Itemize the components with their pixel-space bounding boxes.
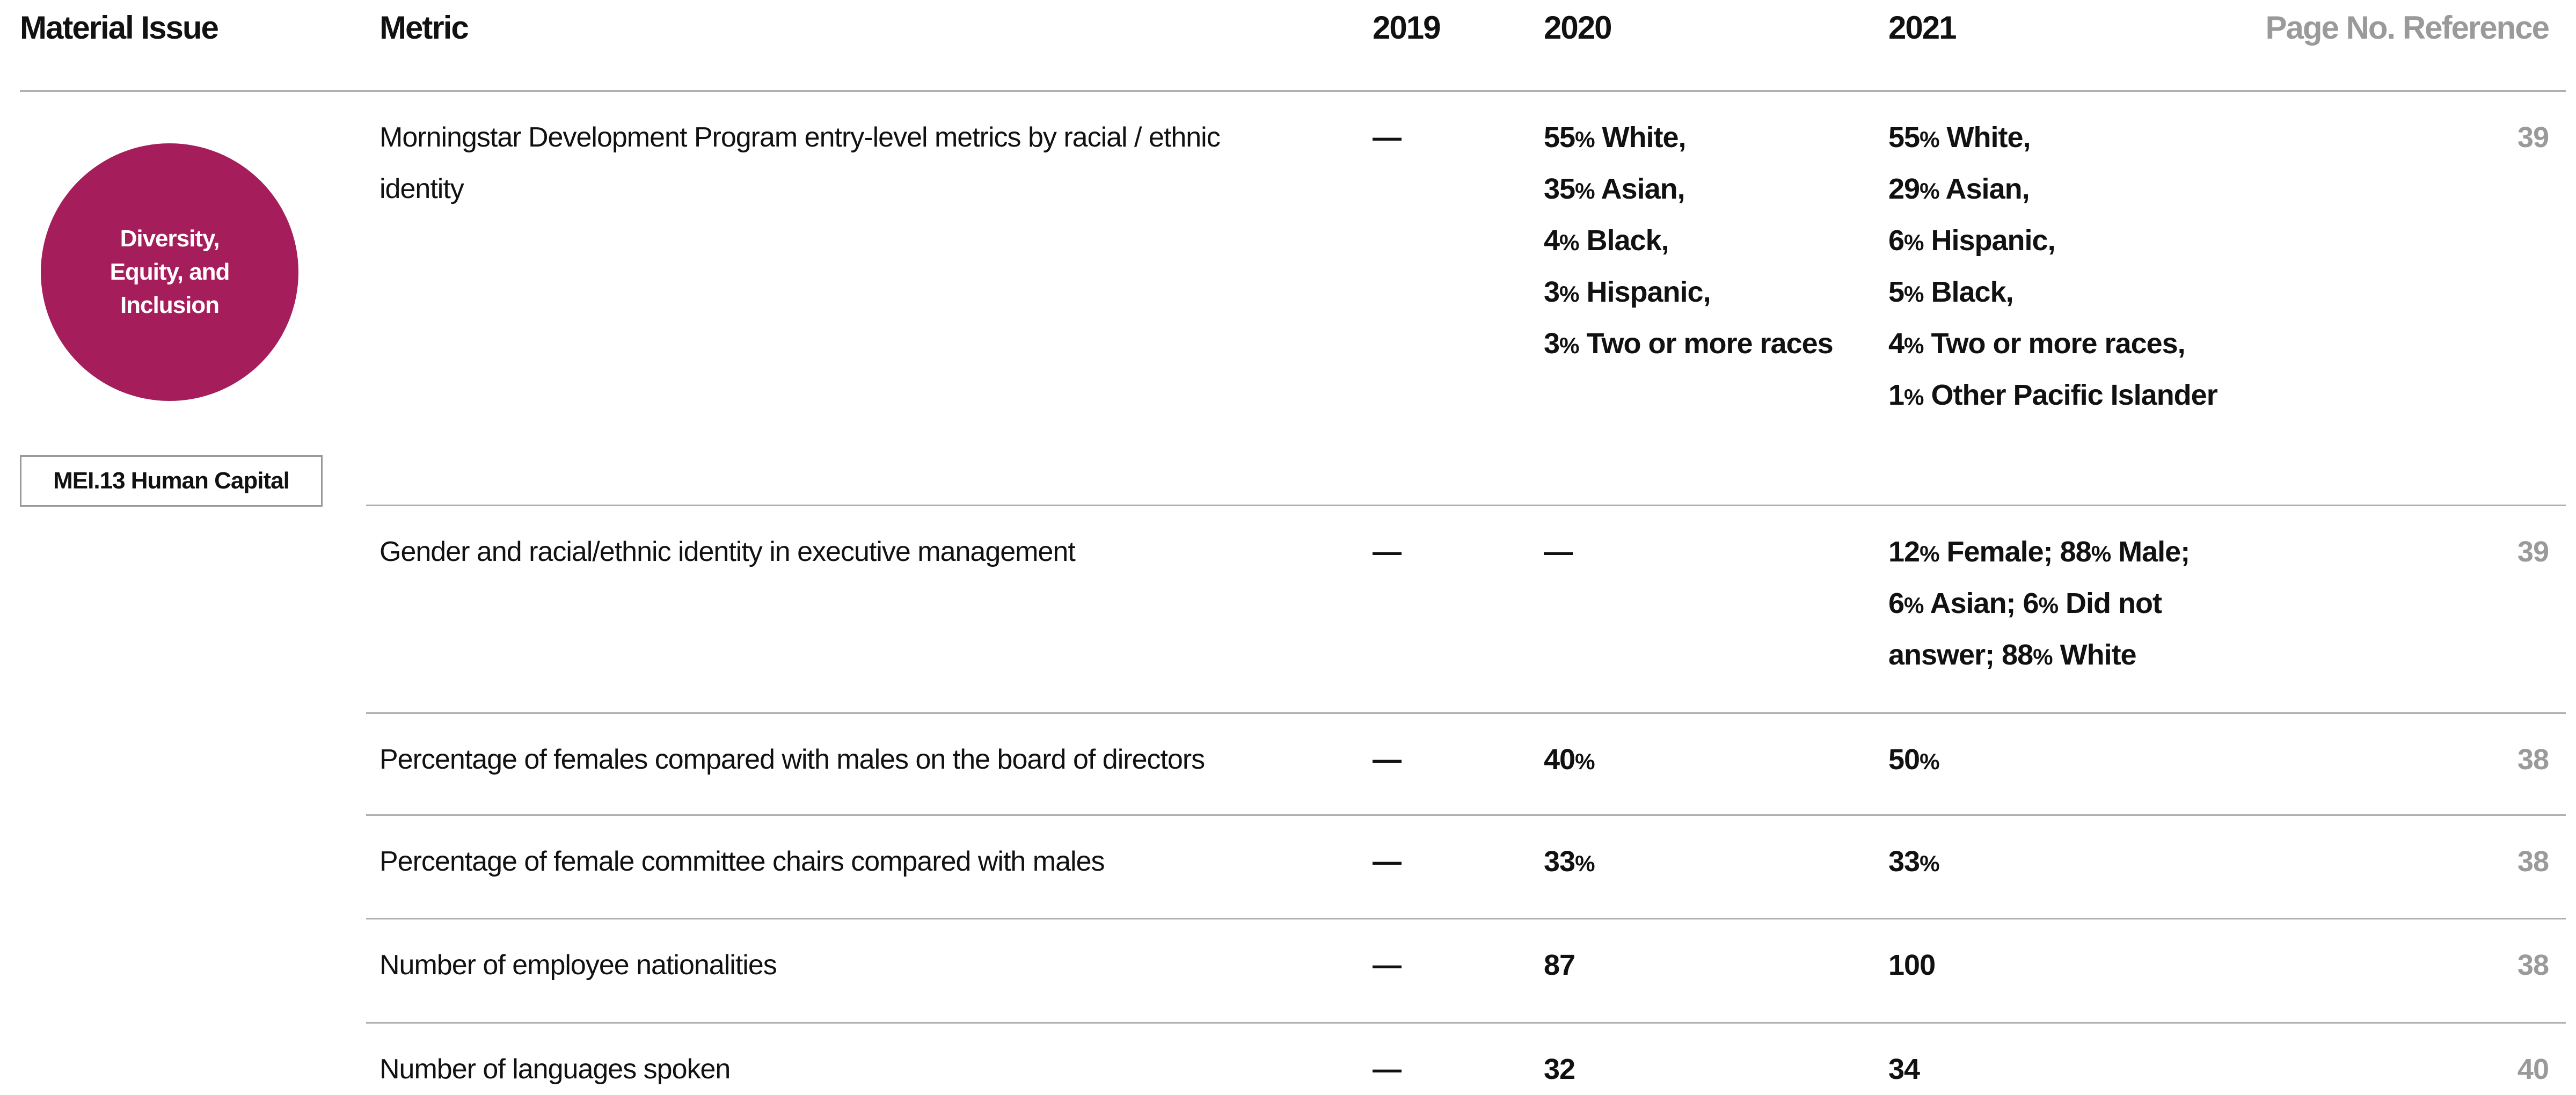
value: —: [1373, 1053, 1402, 1085]
value: —: [1373, 845, 1402, 878]
value: 29% Asian,: [1888, 173, 2030, 205]
value: —: [1544, 536, 1573, 568]
page-ref: 39: [2517, 121, 2549, 154]
value: 33%: [1888, 845, 1940, 878]
value: 6% Hispanic,: [1888, 224, 2056, 257]
value: —: [1373, 743, 1402, 776]
value: 55% White,: [1888, 121, 2031, 154]
value: 32: [1544, 1053, 1575, 1085]
metric: Morningstar Development Program entry-le…: [380, 122, 1221, 205]
value: 55% White,: [1544, 121, 1687, 154]
value: 3% Two or more races: [1544, 327, 1834, 360]
page-ref: 40: [2517, 1053, 2549, 1085]
row-rule: [366, 712, 2566, 714]
metric: Gender and racial/ethnic identity in exe…: [380, 536, 1076, 567]
header-page: Page No. Reference: [2265, 10, 2550, 46]
metric: Percentage of females compared with male…: [380, 744, 1205, 775]
page-ref: 38: [2517, 743, 2549, 776]
row-rule: [366, 918, 2566, 919]
value: 1% Other Pacific Islander: [1888, 379, 2218, 411]
value: 3% Hispanic,: [1544, 276, 1711, 308]
value: 6% Asian; 6% Did not: [1888, 587, 2162, 619]
row-rule: [366, 505, 2566, 506]
value: 100: [1888, 949, 1936, 981]
row-rule: [366, 1022, 2566, 1024]
tag: MEI.13 Human Capital: [20, 455, 323, 507]
header-rule: [20, 90, 2566, 92]
value: 35% Asian,: [1544, 173, 1685, 205]
value: 4% Black,: [1544, 224, 1669, 257]
row-rule: [366, 814, 2566, 816]
metric: Number of employee nationalities: [380, 950, 777, 981]
value: answer; 88% White: [1888, 639, 2137, 671]
header-2020: 2020: [1544, 10, 1612, 46]
value: 12% Female; 88% Male;: [1888, 536, 2190, 568]
value: —: [1373, 536, 1402, 568]
value: 34: [1888, 1053, 1920, 1085]
header-2021: 2021: [1888, 10, 1957, 46]
badge: Diversity, Equity, and Inclusion: [41, 143, 298, 401]
metric: Number of languages spoken: [380, 1054, 731, 1085]
header-material: Material Issue: [20, 10, 219, 46]
value: 4% Two or more races,: [1888, 327, 2186, 360]
page-ref: 39: [2517, 536, 2549, 568]
value: 50%: [1888, 743, 1940, 776]
page-ref: 38: [2517, 949, 2549, 981]
header-2019: 2019: [1373, 10, 1441, 46]
value: —: [1373, 949, 1402, 981]
value: 40%: [1544, 743, 1595, 776]
value: 5% Black,: [1888, 276, 2014, 308]
value: 87: [1544, 949, 1575, 981]
header-metric: Metric: [380, 10, 469, 46]
value: 33%: [1544, 845, 1595, 878]
metric: Percentage of female committee chairs co…: [380, 846, 1105, 877]
page-ref: 38: [2517, 845, 2549, 878]
value: —: [1373, 121, 1402, 154]
badge-text: Diversity, Equity, and Inclusion: [110, 225, 230, 318]
